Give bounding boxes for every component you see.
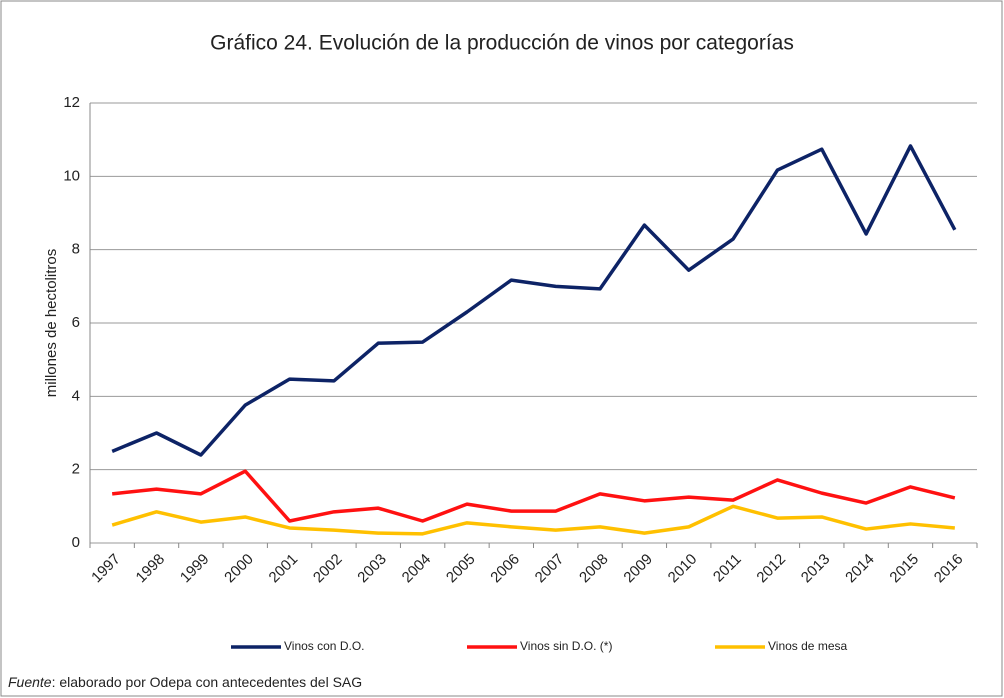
source-label: Fuente	[8, 674, 52, 690]
y-tick-label: 10	[63, 167, 80, 184]
y-tick-label: 0	[72, 534, 80, 551]
y-tick-label: 12	[63, 94, 80, 111]
y-tick-label: 2	[72, 461, 80, 478]
y-tick-label: 4	[72, 387, 80, 404]
source-text: : elaborado por Odepa con antecedentes d…	[52, 674, 363, 690]
y-tick-label: 6	[72, 314, 80, 331]
legend-label: Vinos de mesa	[768, 639, 847, 653]
series-line	[111, 144, 957, 457]
series-line	[111, 469, 956, 523]
y-tick-label: 8	[72, 241, 80, 258]
source: Fuente: elaborado por Odepa con antecede…	[8, 674, 362, 690]
chart-title: Gráfico 24. Evolución de la producción d…	[210, 32, 794, 55]
series-line	[111, 504, 955, 536]
legend-label: Vinos con D.O.	[284, 639, 364, 653]
y-axis-label: millones de hectolitros	[43, 249, 60, 397]
legend-label: Vinos sin D.O. (*)	[520, 639, 612, 653]
